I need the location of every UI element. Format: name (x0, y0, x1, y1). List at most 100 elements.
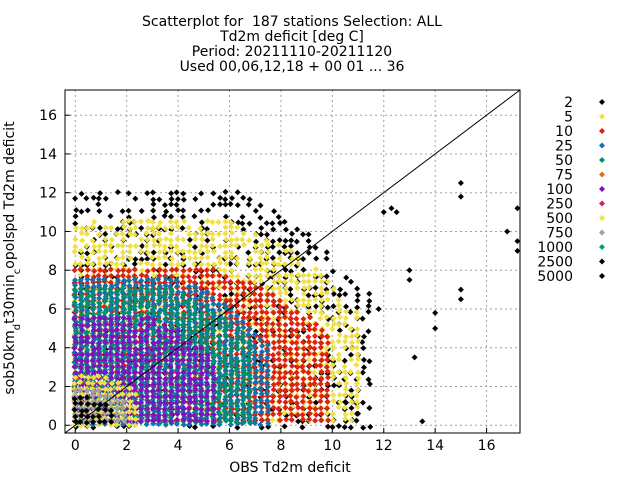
point-25-388 (251, 360, 258, 367)
point-50-301 (210, 358, 217, 365)
point-5-641 (341, 344, 348, 351)
outlier-9 (388, 205, 395, 212)
point-5-805 (355, 375, 362, 382)
point-2-55 (252, 207, 259, 214)
point-10-900 (313, 411, 320, 418)
point-5-159 (276, 255, 283, 262)
point-25-482 (252, 379, 259, 386)
point-10-538 (324, 356, 331, 363)
point-25-77 (173, 294, 180, 301)
point-25-265 (228, 336, 235, 343)
point-2-122 (204, 237, 211, 244)
point-2-709 (312, 399, 319, 406)
point-100-126 (101, 357, 108, 364)
point-50-162 (186, 328, 193, 335)
point-50-79 (114, 311, 121, 318)
point-10-260 (265, 315, 272, 322)
point-50-53 (192, 299, 199, 306)
point-100-194 (114, 375, 121, 382)
point-10-455 (317, 344, 324, 351)
point-500-53 (132, 404, 139, 411)
point-2-78 (263, 220, 270, 227)
point-100-188 (209, 370, 216, 377)
point-10-448 (276, 344, 283, 351)
point-5-841 (336, 380, 343, 387)
point-5-1050 (348, 417, 355, 424)
point-100-128 (114, 356, 121, 363)
point-10-330 (258, 326, 265, 333)
point-10-740 (294, 386, 301, 393)
point-500-32 (119, 391, 126, 398)
point-50-15 (162, 285, 169, 292)
point-2-415 (359, 315, 366, 322)
point-100-297 (161, 400, 168, 407)
point-25-34 (174, 283, 181, 290)
point-5-1015 (329, 411, 336, 418)
point-50-3 (90, 287, 97, 294)
point-100-113 (156, 350, 163, 357)
point-5-946 (354, 399, 361, 406)
point-2-293 (337, 286, 344, 293)
point-2-456 (365, 328, 372, 335)
point-50-251 (239, 345, 246, 352)
point-2-19 (150, 196, 157, 203)
point-5-164 (84, 260, 91, 267)
point-100-343 (161, 412, 168, 419)
point-5-140 (114, 255, 121, 262)
point-100-303 (198, 398, 205, 405)
point-100-107 (119, 351, 126, 358)
point-10-447 (271, 345, 278, 352)
legend-marker-750 (599, 229, 605, 236)
point-5-76 (233, 236, 240, 243)
point-50-250 (234, 346, 241, 353)
point-100-369 (180, 416, 187, 423)
point-50-33 (180, 291, 187, 298)
point-100-186 (198, 370, 205, 377)
point-10-191 (240, 303, 247, 310)
point-50-335 (240, 365, 247, 372)
point-10-300 (288, 320, 295, 327)
point-25-96 (150, 301, 157, 308)
point-50-11 (138, 285, 145, 292)
point-5-271 (271, 278, 278, 285)
point-5-102 (228, 242, 235, 249)
point-50-389 (247, 375, 254, 382)
point-500-34 (132, 391, 139, 398)
point-25-545 (258, 390, 265, 397)
point-50-146 (73, 328, 80, 335)
point-50-277 (221, 353, 228, 360)
point-50-215 (192, 339, 199, 346)
point-50-12 (144, 286, 151, 293)
point-50-111 (168, 315, 175, 322)
point-100-184 (186, 370, 193, 377)
point-100-159 (175, 363, 182, 370)
point-5-77 (239, 236, 246, 243)
point-500-52 (126, 403, 133, 410)
point-100-323 (180, 405, 187, 412)
point-2-69 (72, 220, 79, 227)
point-50-115 (191, 315, 198, 322)
point-2-84 (96, 224, 103, 231)
point-25-239 (245, 331, 252, 338)
point-2-541 (347, 351, 354, 358)
point-2-48 (138, 207, 145, 214)
point-10-934 (277, 417, 284, 424)
point-5-248 (300, 272, 307, 279)
point-100-133 (143, 357, 150, 364)
point-2-2 (114, 189, 121, 196)
point-500-82 (126, 422, 133, 429)
point-100-370 (186, 417, 193, 424)
point-5-30 (174, 224, 181, 231)
point-10-940 (318, 417, 325, 424)
point-5-58 (79, 237, 86, 244)
point-5-466 (317, 315, 324, 322)
point-25-634 (258, 409, 265, 416)
point-5-765 (311, 369, 318, 376)
point-100-140 (186, 357, 193, 364)
point-10-659 (311, 375, 318, 382)
point-10-296 (263, 320, 270, 327)
point-2-568 (341, 357, 348, 364)
point-5-63 (138, 236, 145, 243)
point-10-63 (186, 278, 193, 285)
point-50-71 (185, 304, 192, 311)
